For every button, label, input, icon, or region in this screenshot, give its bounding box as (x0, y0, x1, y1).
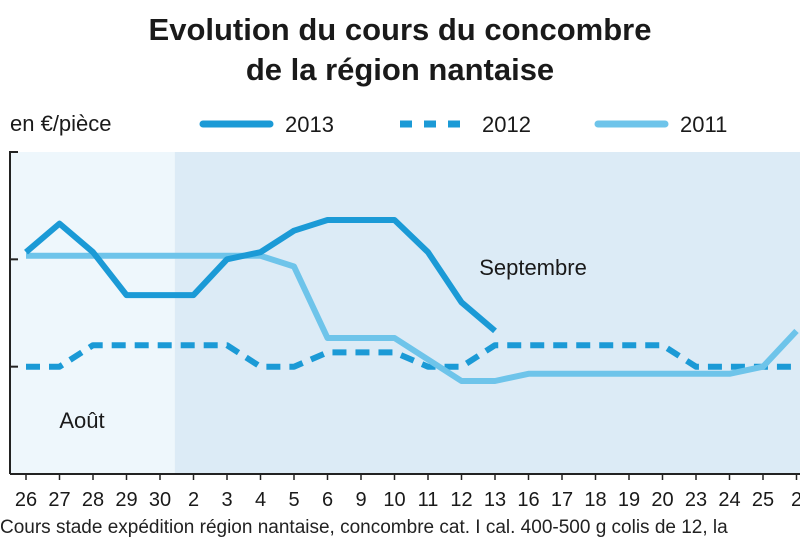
x-tick-label-2: 28 (82, 489, 104, 511)
x-tick-label-14: 13 (484, 489, 506, 511)
series-line-2013 (24, 217, 497, 334)
legend-label-2012: 2012 (482, 112, 531, 137)
x-tick-label-12: 11 (418, 489, 439, 511)
x-tick-label-5: 2 (188, 489, 199, 511)
month-label-august: Août (59, 408, 104, 433)
x-tick-label-23: 2 (791, 489, 800, 511)
x-tick-label-17: 18 (584, 489, 606, 511)
x-tick-label-11: 10 (383, 489, 405, 511)
x-tick-label-16: 17 (551, 489, 573, 511)
chart-subtitle: de la région nantaise (245, 52, 555, 87)
series-line-2011 (26, 252, 799, 384)
x-tick-label-0: 26 (15, 489, 37, 511)
x-tick-label-19: 20 (651, 489, 673, 511)
august-background (10, 152, 175, 474)
footnote: Cours stade expédition région nantaise, … (0, 517, 728, 538)
x-tick-label-22: 25 (752, 489, 774, 511)
y-axis-label: en €/pièce (10, 111, 112, 136)
x-tick-label-18: 19 (618, 489, 640, 511)
series-line-2012 (26, 342, 797, 370)
x-tick-label-7: 4 (255, 489, 266, 511)
legend-label-2011: 2011 (680, 112, 727, 137)
chart-title: Evolution du cours du concombre (148, 12, 652, 47)
x-tick-label-8: 5 (288, 489, 299, 511)
month-label-september: Septembre (479, 255, 587, 280)
september-background (174, 152, 800, 474)
x-tick-label-6: 3 (221, 489, 232, 511)
x-tick-label-13: 12 (450, 489, 472, 511)
x-tick-label-21: 24 (718, 489, 740, 511)
line-chart: 26 27 28 29 30 2 3 4 5 6 9 10 11 12 13 16 17 18 19 20 23 24 25… (9, 111, 800, 511)
x-tick-label-3: 29 (115, 489, 137, 511)
x-tick-label-1: 27 (48, 489, 70, 511)
x-tick-label-10: 9 (355, 489, 366, 511)
x-tick-label-4: 30 (149, 489, 171, 511)
x-tick-label-9: 6 (322, 489, 333, 511)
x-tick-label-15: 16 (517, 489, 539, 511)
x-tick-label-20: 23 (685, 489, 707, 511)
legend-label-2013: 2013 (285, 112, 334, 137)
